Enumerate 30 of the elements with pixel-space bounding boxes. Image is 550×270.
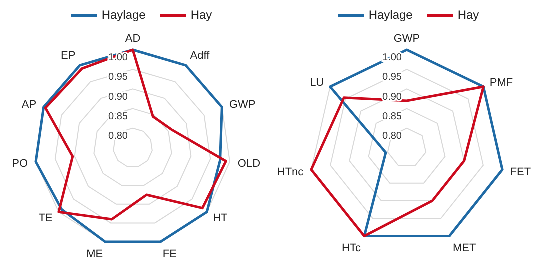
- spoke-label: PO: [12, 158, 29, 170]
- spoke-label: EP: [61, 50, 76, 62]
- y-tick-label: 0.95: [108, 72, 128, 84]
- y-tick-label: 1.00: [108, 52, 128, 64]
- spoke-label: HTnc: [277, 166, 304, 178]
- spoke-label: HT: [213, 212, 228, 224]
- spoke-label: GWP: [394, 33, 420, 45]
- y-tick-label: 0.95: [382, 72, 402, 84]
- spoke-label: MET: [452, 242, 476, 254]
- spoke-label: LU: [310, 76, 324, 89]
- y-tick-label: 0.90: [108, 92, 128, 103]
- spoke-label: FET: [510, 166, 532, 178]
- spoke-label: TE: [38, 212, 53, 224]
- spoke-label: PMF: [490, 76, 514, 89]
- legend-label: Haylage: [368, 8, 413, 22]
- spoke-label: AD: [125, 33, 141, 45]
- spoke-label: Adff: [190, 50, 211, 62]
- spoke-label: AP: [22, 98, 37, 111]
- spoke-label: OLD: [238, 158, 261, 170]
- y-tick-label: 0.85: [382, 111, 402, 122]
- legend-label: Haylage: [100, 8, 146, 22]
- y-tick-label: 0.80: [108, 131, 128, 142]
- legend-label: Hay: [190, 8, 212, 22]
- y-tick-label: 0.80: [382, 131, 402, 142]
- spoke-label: GWP: [229, 98, 256, 111]
- legend-label: Hay: [456, 8, 480, 22]
- spoke-label: ME: [86, 248, 104, 261]
- spoke-label: HTc: [342, 242, 362, 254]
- spoke-label: FE: [162, 248, 177, 261]
- y-tick-label: 0.85: [108, 111, 128, 122]
